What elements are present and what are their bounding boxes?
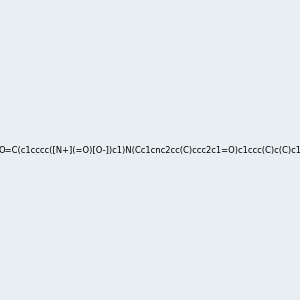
- Text: O=C(c1cccc([N+](=O)[O-])c1)N(Cc1cnc2cc(C)ccc2c1=O)c1ccc(C)c(C)c1: O=C(c1cccc([N+](=O)[O-])c1)N(Cc1cnc2cc(C…: [0, 146, 300, 154]
